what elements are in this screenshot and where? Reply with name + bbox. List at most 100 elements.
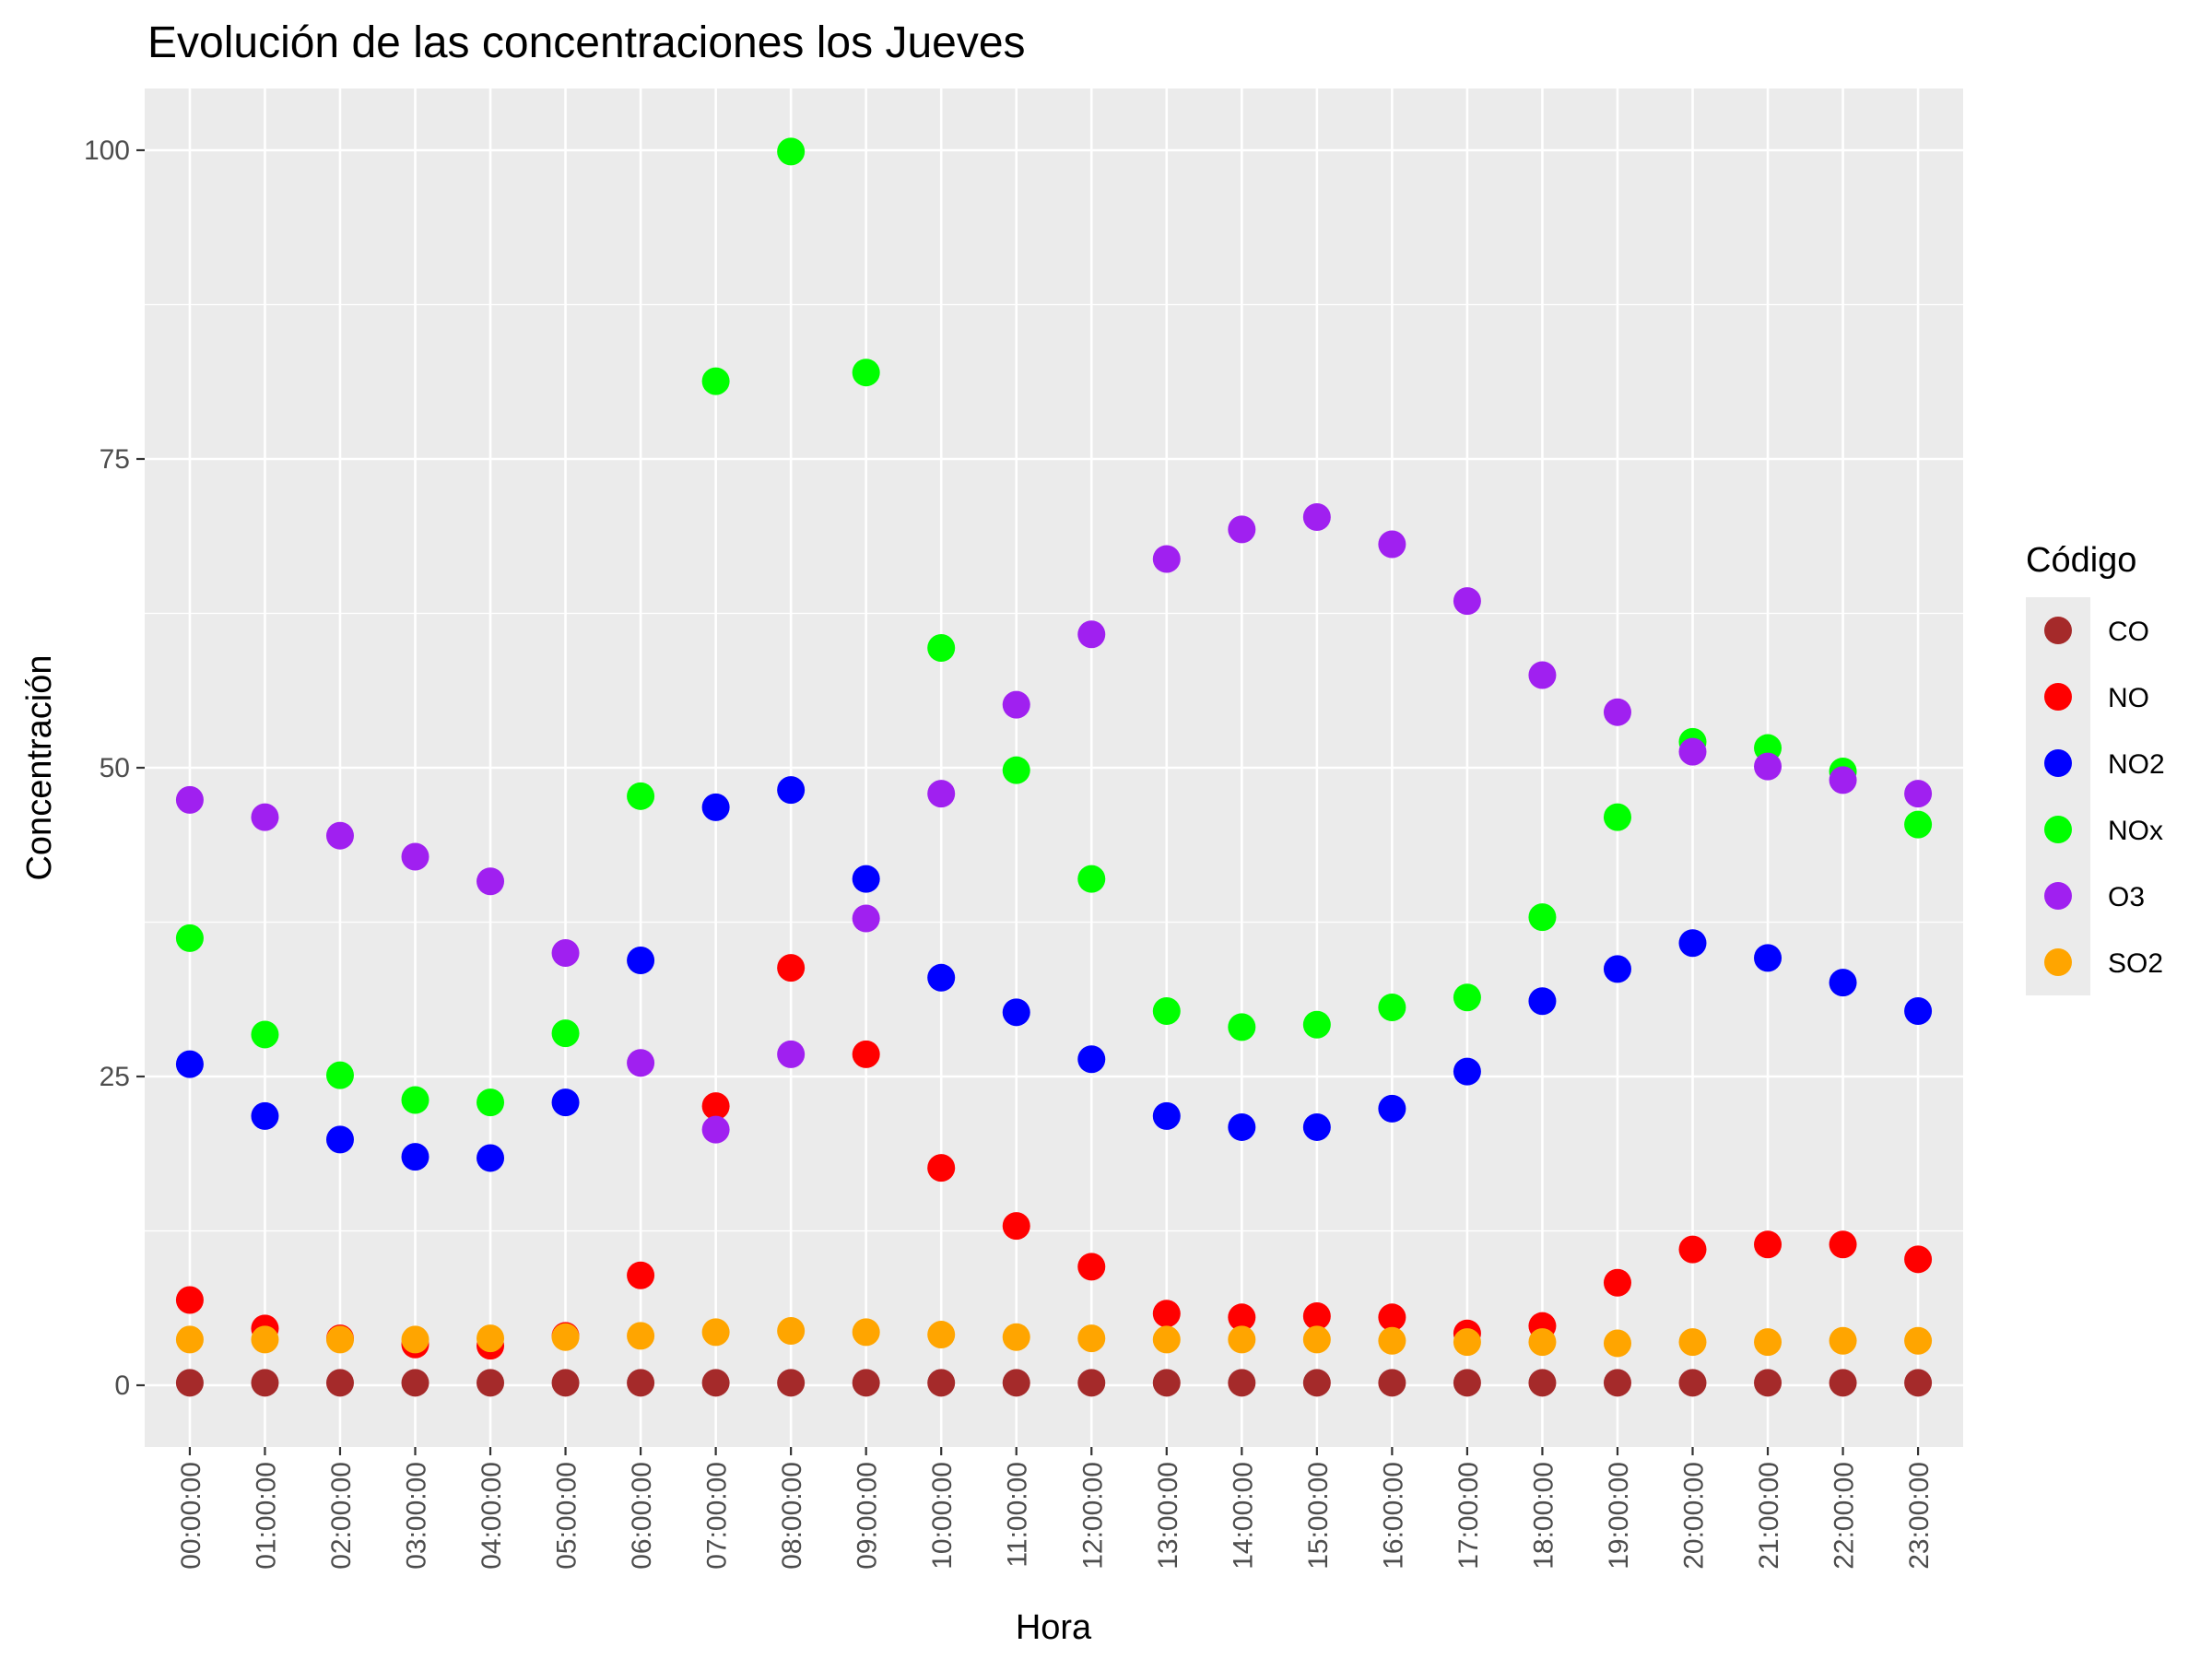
- x-tick-label: 16:00:00: [1378, 1462, 1408, 1570]
- point-co: [701, 1369, 730, 1397]
- point-no2: [401, 1143, 429, 1171]
- x-tick-label: 00:00:00: [176, 1462, 206, 1570]
- point-nox: [1077, 865, 1106, 893]
- x-tick-label: 09:00:00: [853, 1462, 883, 1570]
- point-no2: [1528, 987, 1557, 1016]
- point-no: [1378, 1303, 1406, 1332]
- point-o3: [1077, 620, 1106, 649]
- point-so2: [1002, 1323, 1030, 1351]
- x-tick-label: 17:00:00: [1453, 1462, 1484, 1570]
- point-no2: [777, 776, 806, 805]
- point-no2: [1228, 1112, 1256, 1141]
- point-o3: [777, 1040, 806, 1068]
- point-so2: [1528, 1328, 1557, 1357]
- point-nox: [1302, 1010, 1331, 1039]
- point-o3: [701, 1115, 730, 1144]
- point-o3: [1528, 661, 1557, 689]
- point-co: [777, 1369, 806, 1397]
- legend-label-no: NO: [2108, 683, 2149, 713]
- point-no2: [477, 1144, 505, 1172]
- point-so2: [1603, 1329, 1631, 1358]
- data-points: [175, 137, 1933, 1397]
- legend-label-co: CO: [2108, 617, 2149, 647]
- point-so2: [1904, 1326, 1933, 1355]
- point-so2: [701, 1318, 730, 1347]
- point-so2: [401, 1325, 429, 1354]
- point-o3: [1302, 502, 1331, 531]
- point-o3: [1453, 587, 1481, 616]
- point-no: [1904, 1245, 1933, 1274]
- point-so2: [1453, 1328, 1481, 1357]
- legend: Código CO NO NO2 NOx O3 SO2: [2026, 541, 2165, 995]
- legend-label-so2: SO2: [2108, 948, 2163, 979]
- point-no: [1829, 1230, 1857, 1259]
- x-tick-label: 13:00:00: [1153, 1462, 1183, 1570]
- point-o3: [551, 939, 580, 967]
- point-co: [1002, 1369, 1030, 1397]
- point-nox: [1453, 983, 1481, 1012]
- point-no2: [1904, 996, 1933, 1025]
- point-no: [927, 1154, 956, 1182]
- point-so2: [1077, 1324, 1106, 1353]
- point-o3: [1904, 780, 1933, 808]
- point-no2: [1678, 929, 1707, 958]
- point-no2: [701, 793, 730, 821]
- point-co: [1302, 1369, 1331, 1397]
- legend-label-no2: NO2: [2108, 749, 2165, 780]
- point-co: [1077, 1369, 1106, 1397]
- point-no2: [1077, 1045, 1106, 1074]
- x-tick-label: 23:00:00: [1904, 1462, 1935, 1570]
- point-o3: [251, 803, 279, 831]
- point-no: [1678, 1235, 1707, 1264]
- point-no2: [852, 865, 880, 893]
- point-nox: [701, 367, 730, 395]
- point-nox: [1603, 803, 1631, 831]
- y-tick-label: 25: [100, 1062, 130, 1092]
- point-no: [1002, 1212, 1030, 1241]
- point-co: [401, 1369, 429, 1397]
- point-so2: [1302, 1325, 1331, 1354]
- x-tick-label: 19:00:00: [1604, 1462, 1634, 1570]
- x-tick-label: 08:00:00: [777, 1462, 807, 1570]
- y-tick-label: 50: [100, 753, 130, 783]
- point-o3: [1754, 752, 1783, 781]
- point-no: [852, 1040, 880, 1068]
- point-co: [927, 1369, 956, 1397]
- x-axis-title: Hora: [1016, 1608, 1092, 1647]
- point-nox: [1002, 756, 1030, 784]
- point-no2: [1002, 998, 1030, 1027]
- point-no2: [1453, 1057, 1481, 1086]
- point-co: [1829, 1369, 1857, 1397]
- x-tick-label: 14:00:00: [1228, 1462, 1258, 1570]
- point-o3: [325, 821, 354, 850]
- point-co: [1228, 1369, 1256, 1397]
- point-co: [551, 1369, 580, 1397]
- point-no2: [551, 1088, 580, 1117]
- point-co: [1453, 1369, 1481, 1397]
- point-no2: [1152, 1101, 1181, 1130]
- point-co: [325, 1369, 354, 1397]
- point-so2: [251, 1325, 279, 1354]
- x-tick-label: 04:00:00: [477, 1462, 507, 1570]
- point-o3: [401, 842, 429, 871]
- point-so2: [175, 1325, 204, 1354]
- point-co: [1152, 1369, 1181, 1397]
- point-o3: [1378, 530, 1406, 559]
- point-no2: [1378, 1094, 1406, 1123]
- x-tick-label: 11:00:00: [1003, 1462, 1033, 1568]
- point-nox: [251, 1020, 279, 1049]
- point-no: [1754, 1230, 1783, 1259]
- point-nox: [927, 634, 956, 663]
- point-no: [1077, 1253, 1106, 1281]
- y-tick-label: 0: [114, 1371, 130, 1401]
- point-o3: [1678, 737, 1707, 766]
- y-axis-title: Concentración: [20, 654, 59, 880]
- point-no2: [175, 1050, 204, 1078]
- x-tick-label: 21:00:00: [1754, 1462, 1784, 1570]
- x-tick-label: 03:00:00: [402, 1462, 432, 1570]
- point-nox: [1152, 996, 1181, 1025]
- point-o3: [175, 785, 204, 814]
- point-nox: [477, 1088, 505, 1117]
- legend-key-no2: [2044, 749, 2072, 777]
